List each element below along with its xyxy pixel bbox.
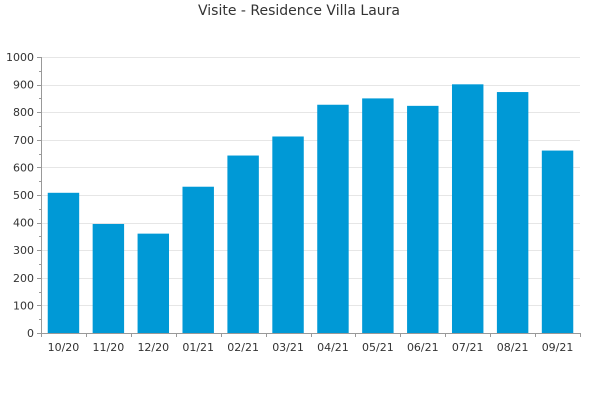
y-tick-label: 800 (13, 106, 34, 119)
bar (452, 84, 483, 333)
y-tick-label: 900 (13, 79, 34, 92)
y-tick-label: 700 (13, 134, 34, 147)
y-tick-label: 100 (13, 299, 34, 312)
x-tick-label: 03/21 (272, 341, 304, 354)
chart-title: Visite - Residence Villa Laura (198, 3, 400, 19)
bars (48, 84, 574, 333)
x-tick-label: 11/20 (93, 341, 125, 354)
x-tick-label: 10/20 (48, 341, 80, 354)
y-tick-label: 200 (13, 272, 34, 285)
y-tick-label: 500 (13, 189, 34, 202)
x-tick-label: 04/21 (317, 341, 349, 354)
y-tick-label: 400 (13, 217, 34, 230)
bar (227, 156, 258, 333)
x-tick-labels: 10/20 11/20 12/20 01/21 02/21 03/21 04/21 05/21… (48, 341, 574, 354)
x-tick-label: 07/21 (452, 341, 484, 354)
bar (362, 98, 393, 333)
x-tick-label: 09/21 (542, 341, 574, 354)
bar (93, 224, 124, 333)
y-tick-label: 1000 (6, 51, 34, 64)
y-tick-label: 0 (27, 327, 34, 340)
y-tick-label: 600 (13, 161, 34, 174)
x-tick-label: 01/21 (182, 341, 214, 354)
x-tick-label: 08/21 (497, 341, 529, 354)
bar (542, 151, 573, 333)
x-tick-label: 02/21 (227, 341, 259, 354)
x-tick-label: 06/21 (407, 341, 439, 354)
x-tick-label: 05/21 (362, 341, 394, 354)
x-tick-label: 12/20 (137, 341, 169, 354)
bar (138, 234, 169, 333)
y-tick-label: 300 (13, 244, 34, 257)
y-tick-labels: 0 100 200 300 400 500 600 700 800 900 1000 (6, 51, 34, 340)
bar (497, 92, 528, 333)
bar (272, 136, 303, 333)
bar (407, 106, 438, 333)
bar (182, 187, 213, 333)
bar (48, 193, 79, 333)
bar (317, 105, 348, 333)
